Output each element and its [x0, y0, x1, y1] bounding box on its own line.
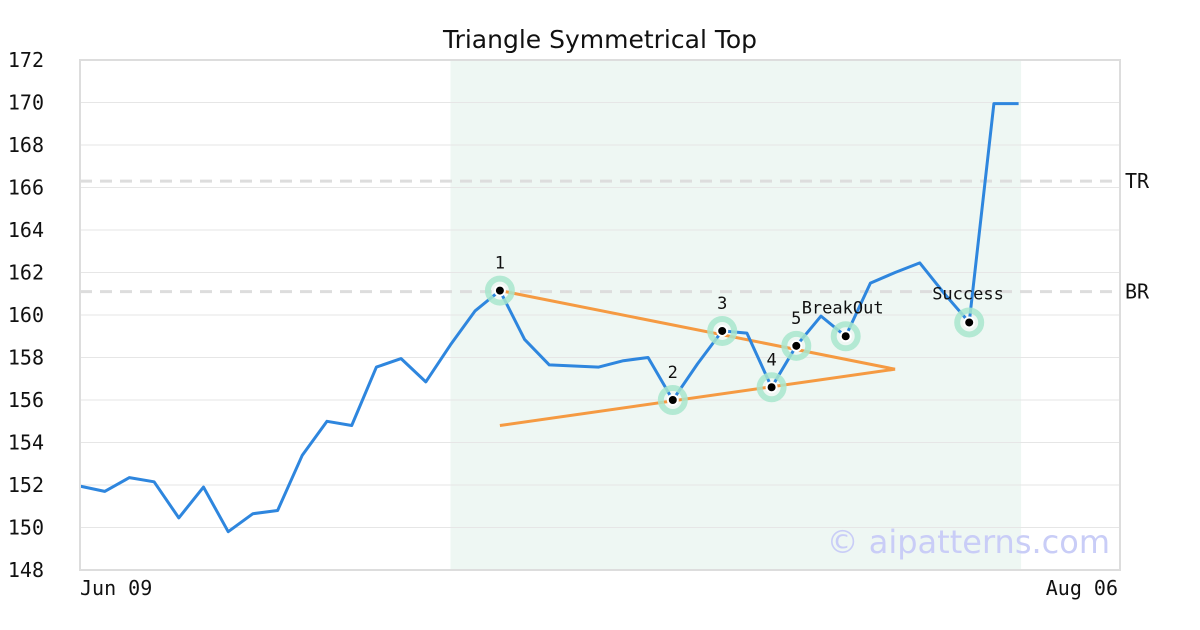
pattern-point-marker	[790, 339, 803, 352]
pattern-point-marker	[716, 324, 729, 337]
pattern-point-label: 3	[717, 294, 727, 314]
y-tick-label: 150	[8, 516, 44, 540]
x-tick-label: Jun 09	[80, 576, 152, 600]
pattern-point-marker	[839, 330, 852, 343]
x-tick-label: Aug 06	[1046, 576, 1118, 600]
y-tick-label: 160	[8, 303, 44, 327]
pattern-point-label: Success	[932, 284, 1004, 304]
chart-title: Triangle Symmetrical Top	[442, 25, 757, 54]
y-tick-label: 158	[8, 346, 44, 370]
pattern-point-halo	[657, 385, 688, 415]
pattern-point-marker	[963, 316, 976, 329]
plot-frame	[79, 59, 1121, 571]
y-tick-label: 154	[8, 431, 44, 455]
pattern-point-label: BreakOut	[802, 298, 884, 318]
y-tick-label: 168	[8, 133, 44, 157]
pattern-point-halo	[707, 315, 738, 346]
y-tick-label: 170	[8, 91, 44, 115]
trendline	[499, 289, 896, 371]
y-tick-label: 166	[8, 176, 44, 200]
pattern-point-halo	[781, 330, 812, 361]
pattern-point-label: 2	[668, 363, 678, 383]
trendline	[499, 367, 896, 427]
pattern-point-halo	[756, 372, 787, 403]
pattern-point-label: 1	[495, 254, 505, 274]
y-tick-label: 164	[8, 218, 44, 242]
pattern-point-marker	[493, 284, 506, 297]
y-tick-label: 148	[8, 558, 44, 582]
pattern-point-halo	[484, 275, 515, 306]
pattern-point-marker	[666, 394, 679, 406]
pattern-point-halo	[830, 321, 861, 352]
y-tick-label: 152	[8, 473, 44, 497]
price-series-line	[79, 102, 1019, 534]
pattern-point-halo	[954, 307, 985, 338]
reference-label-tr: TR	[1125, 169, 1150, 193]
pattern-point-label: 5	[791, 309, 801, 329]
reference-label-br: BR	[1125, 280, 1150, 304]
y-tick-label: 156	[8, 388, 44, 412]
pattern-point-marker	[765, 381, 778, 394]
pattern-point-label: 4	[766, 350, 776, 370]
watermark-text: © aipatterns.com	[827, 523, 1110, 561]
y-tick-label: 162	[8, 261, 44, 285]
y-tick-label: 172	[8, 48, 44, 72]
